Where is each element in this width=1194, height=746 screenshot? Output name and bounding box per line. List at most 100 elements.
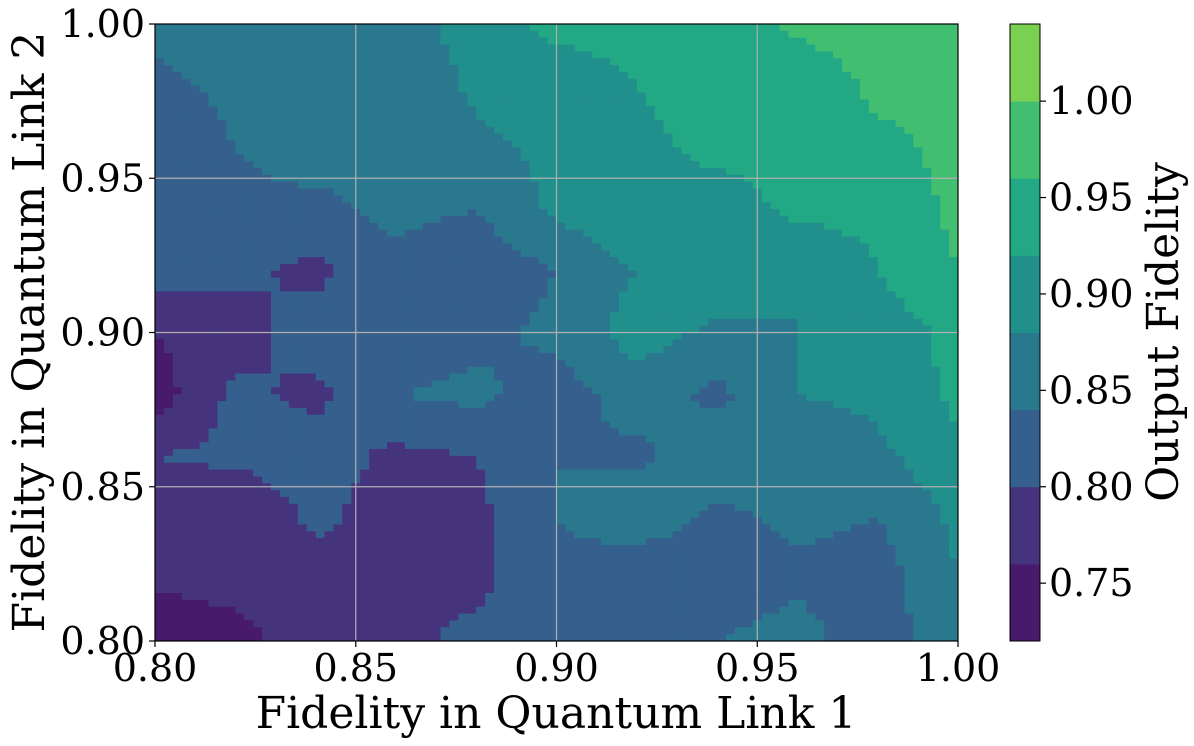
contour-cell	[574, 298, 584, 306]
contour-cell	[931, 373, 941, 382]
contour-cell	[270, 24, 281, 32]
contour-cell	[235, 209, 245, 217]
contour-cell	[244, 147, 254, 155]
contour-cell	[172, 202, 183, 210]
contour-cell	[494, 24, 504, 32]
contour-cell	[824, 85, 834, 94]
contour-cell	[494, 215, 504, 224]
contour-cell	[940, 305, 950, 313]
contour-cell	[494, 263, 504, 272]
contour-cell	[672, 284, 683, 292]
contour-cell	[467, 85, 477, 94]
contour-cell	[279, 305, 290, 313]
contour-cell	[806, 181, 816, 190]
contour-cell	[601, 387, 611, 395]
contour-cell	[672, 65, 683, 73]
contour-cell	[449, 119, 459, 128]
contour-cell	[949, 99, 958, 107]
contour-cell	[538, 353, 549, 361]
contour-cell	[244, 311, 254, 320]
contour-cell	[824, 181, 834, 190]
contour-cell	[850, 380, 861, 388]
contour-cell	[922, 37, 932, 46]
contour-cell	[654, 113, 665, 121]
contour-cell	[172, 24, 183, 32]
contour-cell	[306, 106, 317, 114]
contour-cell	[181, 305, 192, 313]
contour-cell	[395, 37, 406, 46]
contour-cell	[244, 92, 254, 101]
contour-cell	[583, 119, 593, 128]
contour-cell	[208, 401, 219, 409]
contour-cell	[306, 85, 317, 94]
contour-cell	[244, 167, 254, 176]
contour-cell	[556, 291, 567, 299]
contour-cell	[895, 380, 906, 388]
contour-cell	[288, 154, 299, 162]
contour-cell	[743, 291, 754, 299]
contour-cell	[369, 99, 379, 107]
contour-cell	[386, 284, 397, 292]
contour-cell	[440, 154, 451, 162]
contour-cell	[708, 71, 718, 80]
contour-cell	[824, 209, 834, 217]
contour-cell	[815, 311, 825, 320]
contour-cell	[378, 209, 388, 217]
contour-cell	[458, 359, 468, 368]
contour-cell	[253, 366, 263, 375]
contour-cell	[824, 298, 834, 306]
contour-cell	[797, 270, 807, 279]
contour-cell	[395, 202, 406, 210]
contour-cell	[904, 92, 914, 101]
contour-cell	[520, 126, 531, 135]
contour-cell	[342, 195, 352, 203]
contour-cell	[895, 78, 906, 87]
contour-cell	[779, 366, 790, 375]
contour-cell	[386, 339, 397, 347]
contour-cell	[592, 325, 602, 334]
contour-cell	[502, 209, 513, 217]
contour-cell	[208, 222, 219, 231]
contour-cell	[431, 209, 442, 217]
contour-cell	[859, 106, 870, 114]
contour-cell	[726, 161, 736, 169]
contour-cell	[788, 387, 798, 395]
contour-cell	[859, 394, 870, 402]
contour-cell	[708, 353, 718, 361]
contour-cell	[449, 85, 459, 94]
contour-cell	[440, 291, 451, 299]
contour-cell	[868, 298, 879, 306]
contour-cell	[770, 332, 781, 340]
contour-cell	[859, 51, 870, 59]
contour-cell	[190, 291, 201, 299]
contour-cell	[360, 305, 370, 313]
contour-cell	[538, 154, 549, 162]
contour-cell	[226, 339, 236, 347]
contour-cell	[699, 71, 709, 80]
contour-cell	[413, 37, 424, 46]
contour-cell	[413, 387, 424, 395]
contour-cell	[743, 161, 754, 169]
contour-cell	[520, 270, 531, 279]
contour-cell	[494, 65, 504, 73]
contour-cell	[645, 277, 656, 286]
contour-cell	[574, 44, 584, 53]
contour-cell	[690, 373, 700, 382]
contour-cell	[592, 167, 602, 176]
contour-cell	[520, 202, 531, 210]
contour-cell	[155, 195, 165, 203]
contour-cell	[743, 202, 754, 210]
contour-cell	[627, 99, 638, 107]
contour-cell	[627, 318, 638, 327]
contour-cell	[279, 318, 290, 327]
contour-cell	[431, 167, 442, 176]
contour-cell	[235, 243, 245, 251]
contour-cell	[449, 126, 459, 135]
contour-cell	[618, 71, 629, 80]
contour-cell	[431, 37, 442, 46]
contour-cell	[431, 140, 442, 148]
contour-cell	[636, 106, 647, 114]
contour-cell	[734, 236, 745, 244]
contour-cell	[922, 119, 932, 128]
contour-fill-layer	[155, 24, 958, 641]
